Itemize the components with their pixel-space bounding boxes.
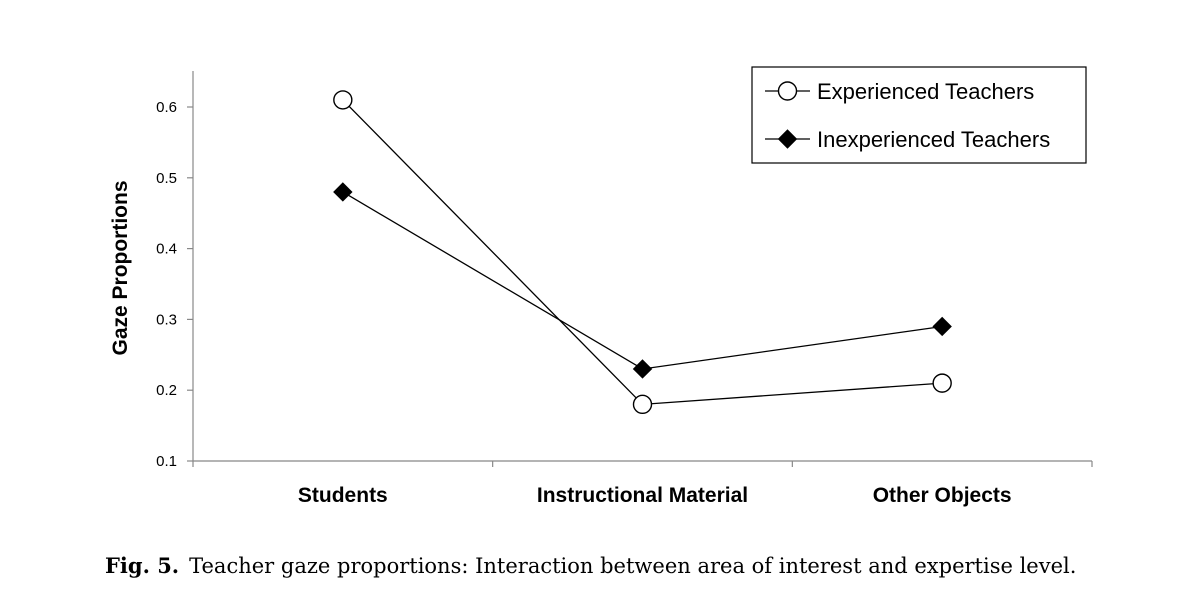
figure-caption: Fig. 5. Teacher gaze proportions: Interac… [105,553,1076,578]
x-category-label: Instructional Material [537,484,748,507]
series-line [342,191,943,370]
legend-box [751,66,1087,164]
y-tick-label: 0.5 [156,170,177,187]
data-point [632,359,653,379]
y-axis-title: Gaze Proportions [109,180,132,355]
y-tick-label: 0.3 [156,311,177,328]
data-point [333,182,353,202]
data-point [932,316,952,337]
y-tick-label: 0.2 [156,382,177,399]
caption-text: Teacher gaze proportions: Interaction be… [189,554,1077,578]
x-category-label: Other Objects [873,484,1012,507]
y-tick-label: 0.4 [156,241,177,258]
legend-label: Inexperienced Teachers [817,127,1050,152]
legend-marker [777,81,798,101]
legend: Experienced Teachers Inexperienced Teache… [751,66,1087,164]
y-tick-label: 0.1 [156,453,177,470]
data-point [333,90,353,110]
x-category-label: Students [298,484,388,507]
caption-label: Fig. 5. [105,553,180,578]
legend-marker [777,129,798,149]
line-chart: 0.1 0.2 0.3 0.4 0.5 0.6 Students Instructional … [109,66,1093,507]
legend-label: Experienced Teachers [817,79,1034,104]
y-tick-label: 0.6 [156,99,177,116]
axes: 0.1 0.2 0.3 0.4 0.5 0.6 Students Instructional … [109,71,1093,507]
series-layer [333,90,952,415]
data-point [632,394,653,415]
data-point [932,373,952,393]
